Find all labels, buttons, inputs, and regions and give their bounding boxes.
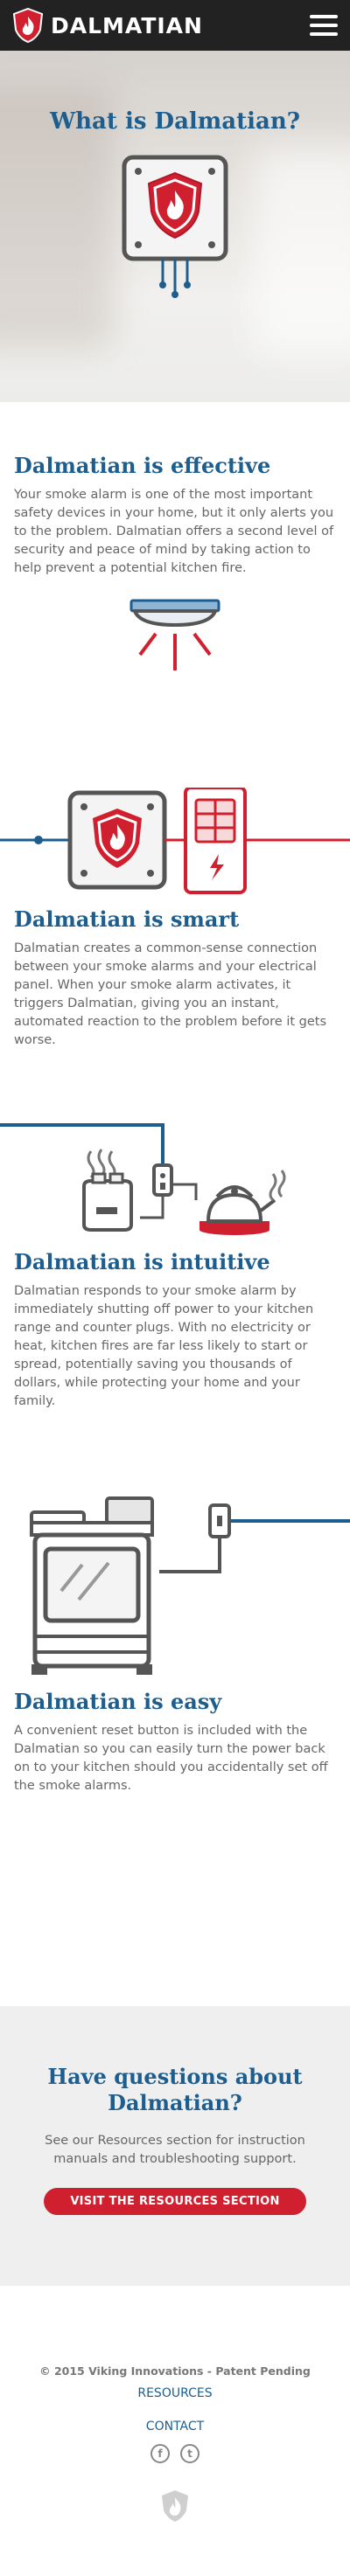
section-effective: Dalmatian is effective Your smoke alarm … bbox=[0, 402, 350, 578]
dalmatian-device-icon bbox=[122, 155, 228, 298]
section-intuitive: Dalmatian is intuitive Dalmatian respond… bbox=[0, 1242, 350, 1411]
stove-range-icon bbox=[30, 1496, 350, 1675]
twitter-icon[interactable]: t bbox=[180, 2444, 200, 2463]
facebook-icon[interactable]: f bbox=[150, 2444, 170, 2463]
copyright-text: © 2015 Viking Innovations - Patent Pendi… bbox=[39, 2364, 311, 2378]
device-to-panel-icon bbox=[0, 788, 350, 894]
shield-flame-logo-icon bbox=[162, 2490, 188, 2522]
social-links: f t bbox=[0, 2444, 350, 2463]
section-easy: Dalmatian is easy A convenient reset but… bbox=[0, 1687, 350, 1795]
hero-title: What is Dalmatian? bbox=[49, 108, 301, 135]
section-text: Your smoke alarm is one of the most impo… bbox=[14, 488, 334, 575]
brand-name: DALMATIAN bbox=[51, 12, 203, 38]
visit-resources-button[interactable]: VISIT THE RESOURCES SECTION bbox=[44, 2188, 306, 2215]
hero: What is Dalmatian? bbox=[0, 51, 350, 402]
section-text: A convenient reset button is included wi… bbox=[14, 1724, 328, 1793]
cta-title: Have questions about Dalmatian? bbox=[47, 2064, 303, 2115]
shield-flame-logo-icon bbox=[12, 8, 44, 43]
section-smart: Dalmatian is smart Dalmatian creates a c… bbox=[0, 901, 350, 1050]
top-bar: DALMATIAN bbox=[0, 0, 350, 51]
footer-link-contact[interactable]: CONTACT bbox=[145, 2420, 205, 2434]
resources-cta: Have questions about Dalmatian? See our … bbox=[0, 2006, 350, 2286]
cta-text: See our Resources section for instructio… bbox=[45, 2134, 305, 2166]
section-title: Dalmatian is smart bbox=[14, 906, 240, 932]
section-text: Dalmatian creates a common-sense connect… bbox=[14, 941, 327, 1047]
footer-link-resources[interactable]: RESOURCES bbox=[137, 2386, 213, 2400]
footer: © 2015 Viking Innovations - Patent Pendi… bbox=[0, 2286, 350, 2576]
section-text: Dalmatian responds to your smoke alarm b… bbox=[14, 1284, 314, 1408]
toaster-kettle-icon bbox=[0, 1123, 286, 1235]
hamburger-menu-icon[interactable] bbox=[310, 15, 338, 36]
smoke-alarm-icon bbox=[130, 599, 220, 670]
section-title: Dalmatian is intuitive bbox=[14, 1249, 270, 1274]
section-title: Dalmatian is effective bbox=[14, 453, 271, 478]
brand-logo[interactable]: DALMATIAN bbox=[12, 8, 203, 43]
section-title: Dalmatian is easy bbox=[14, 1689, 222, 1714]
